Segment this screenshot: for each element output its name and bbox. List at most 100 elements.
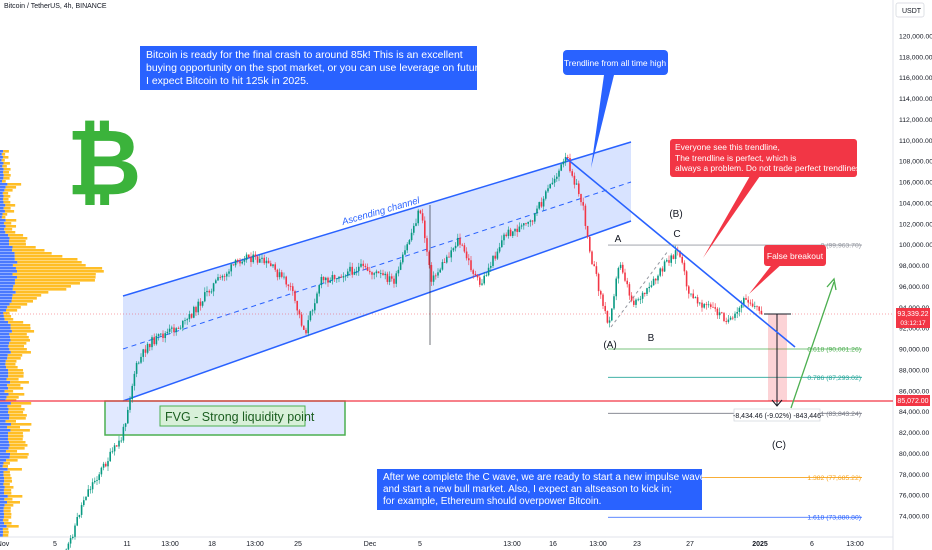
volume-bar-buy xyxy=(0,387,9,390)
volume-bar-sell xyxy=(4,228,13,231)
candle xyxy=(485,272,488,277)
volume-bar-buy xyxy=(0,435,9,438)
candle xyxy=(256,255,259,265)
volume-bar-buy xyxy=(0,207,4,210)
volume-bar-sell xyxy=(2,213,8,216)
volume-bar-sell xyxy=(2,534,9,537)
volume-bar-buy xyxy=(0,270,17,273)
volume-bar-buy xyxy=(0,339,11,342)
volume-bar-sell xyxy=(3,171,9,174)
candle xyxy=(745,294,747,300)
volume-bar-buy xyxy=(0,372,9,375)
volume-bar-sell xyxy=(7,183,22,186)
candle xyxy=(237,258,239,264)
volume-bar-sell xyxy=(3,492,12,495)
volume-bar-buy xyxy=(0,192,3,195)
svg-text:93,339.22: 93,339.22 xyxy=(897,311,928,318)
volume-bar-buy xyxy=(0,390,5,393)
candle xyxy=(316,291,318,304)
volume-bar-buy xyxy=(0,303,10,306)
volume-bar-buy xyxy=(0,330,12,333)
volume-bar-buy xyxy=(0,399,6,402)
candle xyxy=(263,254,265,265)
volume-bar-sell xyxy=(2,192,9,195)
time-axis[interactable]: Nov 5 11 13:00 18 13:00 25 Dec 5 13:00 16 13:00 23 27… xyxy=(0,541,864,548)
volume-bar-buy xyxy=(0,444,10,447)
candle xyxy=(498,242,501,254)
candle xyxy=(118,435,120,449)
candle xyxy=(426,235,428,257)
candle xyxy=(384,271,386,280)
volume-bar-buy xyxy=(0,162,4,165)
volume-bar-buy xyxy=(0,528,3,531)
candle xyxy=(571,168,573,178)
volume-bar-buy xyxy=(0,384,8,387)
candle xyxy=(219,274,221,280)
candle xyxy=(215,278,217,284)
candle xyxy=(360,259,362,268)
candle xyxy=(483,271,485,286)
candle xyxy=(177,326,180,329)
candle xyxy=(109,448,111,462)
volume-bar-sell xyxy=(4,390,14,393)
volume-bar-sell xyxy=(16,270,104,273)
candle xyxy=(556,173,558,182)
volume-bar-sell xyxy=(8,408,25,411)
volume-bar-sell xyxy=(4,504,14,507)
candle xyxy=(336,278,338,283)
fib-level-label: 1 (83,843.24) xyxy=(821,411,861,418)
volume-bar-sell xyxy=(3,162,10,165)
candle xyxy=(606,310,609,324)
volume-bar-sell xyxy=(3,174,11,177)
wave-helper-line xyxy=(610,250,669,328)
red-callout-tail xyxy=(703,176,760,258)
candle xyxy=(688,285,690,299)
time-tick-label: 25 xyxy=(294,541,302,548)
price-tick-label: 84,000.00 xyxy=(899,409,929,416)
candle xyxy=(514,228,516,236)
candle xyxy=(518,222,521,233)
candle xyxy=(575,179,578,185)
candle xyxy=(305,327,307,335)
measure-tool[interactable] xyxy=(733,313,821,422)
volume-bar-sell xyxy=(12,249,45,252)
candle xyxy=(666,258,668,263)
volume-bar-buy xyxy=(0,294,13,297)
fib-level-label: 0.618 (90,001.26) xyxy=(807,347,861,354)
candle xyxy=(223,273,226,282)
volume-bar-sell xyxy=(8,393,25,396)
volume-bar-sell xyxy=(3,489,12,492)
volume-bar-buy xyxy=(0,411,9,414)
top-note: Bitcoin is ready for the final crash to … xyxy=(140,46,492,90)
volume-bar-sell xyxy=(12,264,86,267)
volume-bar-buy xyxy=(0,255,15,258)
candle xyxy=(681,253,683,265)
volume-bar-buy xyxy=(0,432,9,435)
volume-bar-sell xyxy=(3,207,11,210)
candle xyxy=(83,496,85,507)
volume-bar-sell xyxy=(11,330,35,333)
candle xyxy=(373,272,375,280)
volume-bar-buy xyxy=(0,297,13,300)
ath-trendline[interactable] xyxy=(565,157,796,348)
candle xyxy=(162,330,164,342)
volume-bar-buy xyxy=(0,465,3,468)
volume-bar-buy xyxy=(0,306,8,309)
volume-bar-sell xyxy=(3,483,10,486)
volume-bar-buy xyxy=(0,354,8,357)
candles xyxy=(65,152,763,550)
candle xyxy=(270,260,272,267)
candle xyxy=(655,277,657,285)
red-note-line: The trendline is perfect, which is xyxy=(675,152,797,163)
candle xyxy=(595,261,598,277)
price-axis[interactable]: 120,000.00 118,000.00 116,000.00 114,000.00… xyxy=(899,34,932,521)
candle xyxy=(285,275,287,288)
candle xyxy=(188,310,191,323)
candle xyxy=(707,300,710,308)
candle xyxy=(635,298,637,308)
candle xyxy=(85,496,87,501)
volume-bar-sell xyxy=(7,306,21,309)
candle xyxy=(760,306,763,315)
candle xyxy=(195,305,197,317)
